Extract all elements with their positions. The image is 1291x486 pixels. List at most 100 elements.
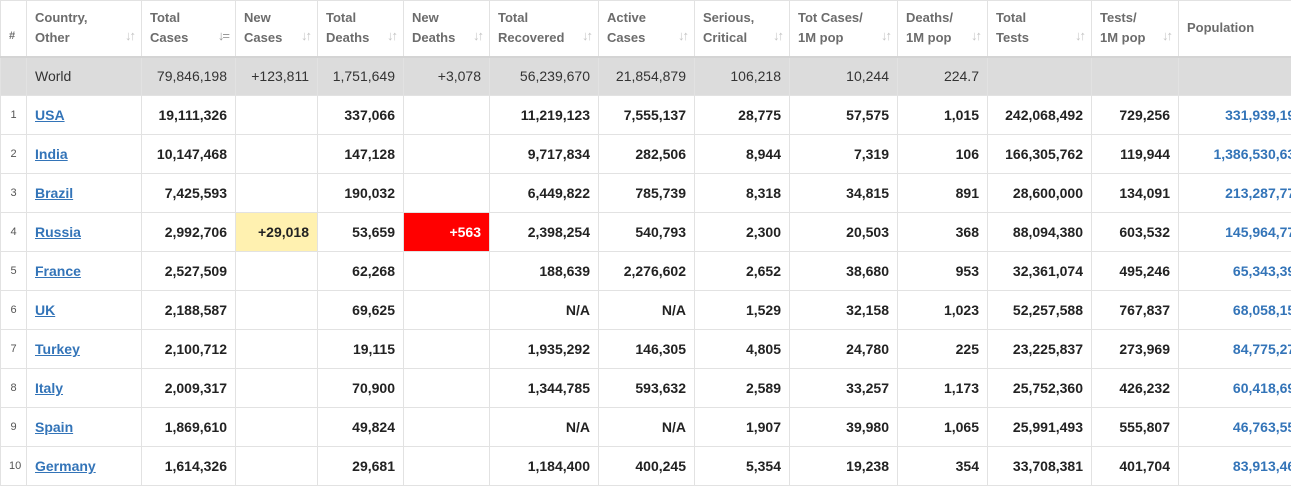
sort-icon[interactable]: ↓↑ bbox=[1162, 26, 1171, 46]
new-cases-cell bbox=[236, 447, 318, 486]
world-total-deaths: 1,751,649 bbox=[318, 57, 404, 96]
sort-icon[interactable]: ↓↑ bbox=[678, 26, 687, 46]
column-header-deaths-per-1m[interactable]: Deaths/1M pop↓↑ bbox=[898, 1, 988, 57]
country-link[interactable]: Spain bbox=[35, 419, 73, 435]
cases-per-1m-cell: 20,503 bbox=[790, 213, 898, 252]
deaths-per-1m-cell: 953 bbox=[898, 252, 988, 291]
column-header-tot-cases-per-1m[interactable]: Tot Cases/1M pop↓↑ bbox=[790, 1, 898, 57]
serious-cell: 28,775 bbox=[695, 96, 790, 135]
country-link[interactable]: USA bbox=[35, 107, 65, 123]
country-link[interactable]: India bbox=[35, 146, 68, 162]
country-link[interactable]: France bbox=[35, 263, 81, 279]
sort-icon[interactable]: ↓↑ bbox=[125, 26, 134, 46]
tests-per-1m-cell: 134,091 bbox=[1092, 174, 1179, 213]
population-cell: 60,418,694 bbox=[1179, 369, 1291, 408]
total-tests-cell: 32,361,074 bbox=[988, 252, 1092, 291]
row-number: 2 bbox=[1, 135, 27, 174]
table-body: World 79,846,198 +123,811 1,751,649 +3,0… bbox=[1, 57, 1291, 486]
total-recovered-cell: 1,935,292 bbox=[490, 330, 599, 369]
country-link[interactable]: UK bbox=[35, 302, 55, 318]
column-header-label: # bbox=[9, 26, 25, 46]
country-link[interactable]: Germany bbox=[35, 458, 96, 474]
total-deaths-cell: 69,625 bbox=[318, 291, 404, 330]
sort-icon[interactable]: ↓↑ bbox=[773, 26, 782, 46]
country-link[interactable]: Turkey bbox=[35, 341, 80, 357]
world-tests-per-1m bbox=[1092, 57, 1179, 96]
population-cell: 145,964,778 bbox=[1179, 213, 1291, 252]
cases-per-1m-cell: 39,980 bbox=[790, 408, 898, 447]
country-link[interactable]: Russia bbox=[35, 224, 81, 240]
column-header-num[interactable]: # bbox=[1, 1, 27, 57]
world-total-cases: 79,846,198 bbox=[142, 57, 236, 96]
sort-icon[interactable]: ↓↑ bbox=[582, 26, 591, 46]
total-recovered-cell: 6,449,822 bbox=[490, 174, 599, 213]
total-recovered-cell: 1,344,785 bbox=[490, 369, 599, 408]
sort-icon[interactable]: ↓↑ bbox=[387, 26, 396, 46]
new-cases-cell bbox=[236, 408, 318, 447]
new-cases-cell bbox=[236, 174, 318, 213]
world-name: World bbox=[27, 57, 142, 96]
new-cases-cell bbox=[236, 135, 318, 174]
sort-icon[interactable]: ↓↑ bbox=[1075, 26, 1084, 46]
total-recovered-cell: N/A bbox=[490, 408, 599, 447]
total-cases-cell: 2,009,317 bbox=[142, 369, 236, 408]
column-header-label-line2: Recovered bbox=[498, 28, 590, 48]
serious-cell: 1,529 bbox=[695, 291, 790, 330]
sort-icon[interactable]: ↓↑ bbox=[971, 26, 980, 46]
total-cases-cell: 2,527,509 bbox=[142, 252, 236, 291]
column-header-label: Total bbox=[996, 8, 1083, 28]
sort-icon[interactable]: ↓= bbox=[218, 26, 228, 46]
column-header-label: New bbox=[412, 8, 481, 28]
new-deaths-cell bbox=[404, 252, 490, 291]
cases-per-1m-cell: 34,815 bbox=[790, 174, 898, 213]
new-cases-cell bbox=[236, 96, 318, 135]
total-recovered-cell: 2,398,254 bbox=[490, 213, 599, 252]
sort-icon[interactable]: ↓↑ bbox=[473, 26, 482, 46]
tests-per-1m-cell: 555,807 bbox=[1092, 408, 1179, 447]
tests-per-1m-cell: 729,256 bbox=[1092, 96, 1179, 135]
column-header-tests-per-1m[interactable]: Tests/1M pop↓↑ bbox=[1092, 1, 1179, 57]
country-cell: India bbox=[27, 135, 142, 174]
total-recovered-cell: 188,639 bbox=[490, 252, 599, 291]
column-header-population[interactable]: Population↓↑ bbox=[1179, 1, 1291, 57]
total-cases-cell: 1,869,610 bbox=[142, 408, 236, 447]
tests-per-1m-cell: 119,944 bbox=[1092, 135, 1179, 174]
total-cases-cell: 10,147,468 bbox=[142, 135, 236, 174]
column-header-serious-critical[interactable]: Serious,Critical↓↑ bbox=[695, 1, 790, 57]
row-number: 8 bbox=[1, 369, 27, 408]
world-cases-per-1m: 10,244 bbox=[790, 57, 898, 96]
column-header-label: Total bbox=[498, 8, 590, 28]
total-deaths-cell: 70,900 bbox=[318, 369, 404, 408]
world-new-deaths: +3,078 bbox=[404, 57, 490, 96]
total-cases-cell: 2,992,706 bbox=[142, 213, 236, 252]
row-number: 3 bbox=[1, 174, 27, 213]
total-cases-cell: 2,188,587 bbox=[142, 291, 236, 330]
cases-per-1m-cell: 32,158 bbox=[790, 291, 898, 330]
column-header-label: Total bbox=[150, 8, 227, 28]
population-cell: 83,913,469 bbox=[1179, 447, 1291, 486]
active-cases-cell: 593,632 bbox=[599, 369, 695, 408]
row-number: 7 bbox=[1, 330, 27, 369]
country-link[interactable]: Italy bbox=[35, 380, 63, 396]
population-cell: 213,287,772 bbox=[1179, 174, 1291, 213]
world-serious: 106,218 bbox=[695, 57, 790, 96]
serious-cell: 8,944 bbox=[695, 135, 790, 174]
sort-icon[interactable]: ↓↑ bbox=[881, 26, 890, 46]
column-header-label: Country, bbox=[35, 8, 133, 28]
sort-icon[interactable]: ↓↑ bbox=[301, 26, 310, 46]
country-link[interactable]: Brazil bbox=[35, 185, 73, 201]
column-header-label-line2: Cases bbox=[150, 28, 227, 48]
total-tests-cell: 23,225,837 bbox=[988, 330, 1092, 369]
cases-per-1m-cell: 7,319 bbox=[790, 135, 898, 174]
column-header-country[interactable]: Country,Other↓↑ bbox=[27, 1, 142, 57]
column-header-label: Tot Cases/ bbox=[798, 8, 889, 28]
